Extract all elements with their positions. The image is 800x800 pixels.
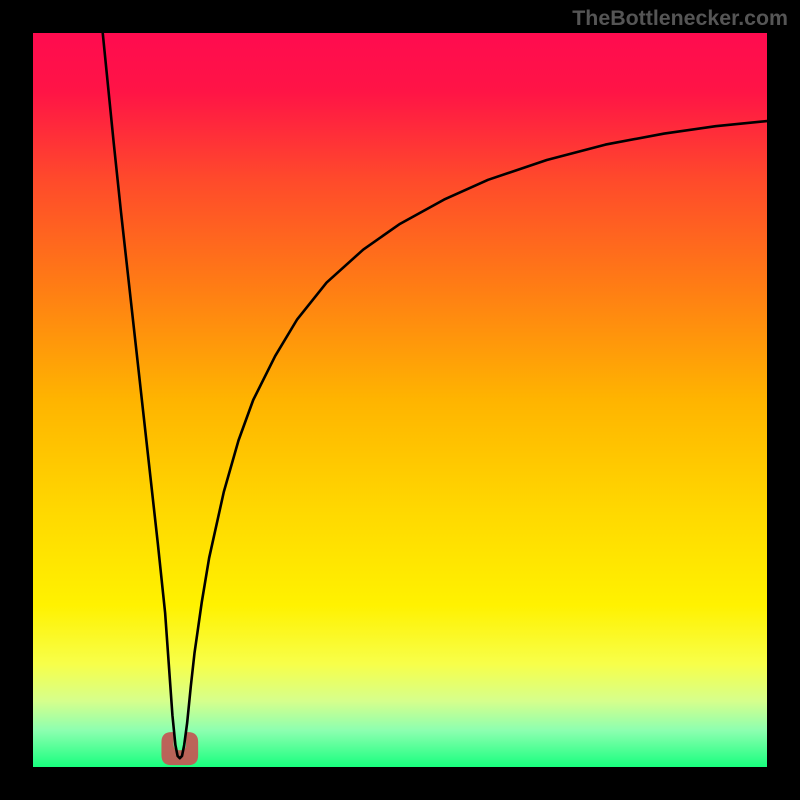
- cusp-marker: [161, 732, 198, 765]
- chart-plot-area: [33, 33, 767, 767]
- watermark-text: TheBottlenecker.com: [572, 6, 788, 31]
- bottleneck-curve: [103, 33, 767, 758]
- chart-frame: [0, 0, 800, 800]
